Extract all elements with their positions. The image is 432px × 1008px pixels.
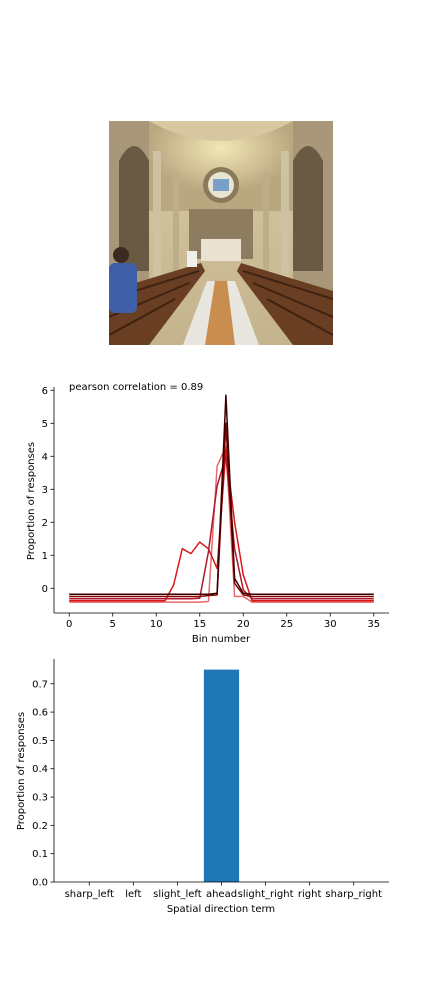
x-tick-label: sharp_right <box>325 889 382 900</box>
y-tick-label: 5 <box>42 419 48 430</box>
y-tick-label: 4 <box>42 452 48 463</box>
y-tick-label: 3 <box>42 485 48 496</box>
x-tick-label: slight_left <box>153 889 202 900</box>
bar-chart-axes: sharp_left left slight_left ahead slight_rig… <box>32 659 389 900</box>
y-tick-label: 2 <box>42 518 48 529</box>
y-tick-label: 6 <box>42 386 48 397</box>
x-tick-label: 20 <box>237 619 250 630</box>
series-line-3 <box>69 455 374 600</box>
series-line-4 <box>69 422 374 598</box>
line-chart-axes: 0 5 10 15 20 25 30 35 0 1 2 3 4 5 6 <box>42 386 389 630</box>
y-tick-label: 0.1 <box>32 849 48 860</box>
x-tick-label: 5 <box>110 619 116 630</box>
line-chart-ylabel: Proportion of responses <box>26 442 37 560</box>
x-tick-label: ahead <box>206 889 237 900</box>
direction-bar-chart: sharp_left left slight_left ahead slight_rig… <box>16 659 389 915</box>
x-tick-label: right <box>298 889 322 900</box>
x-tick-label: 0 <box>66 619 72 630</box>
y-tick-label: 0.3 <box>32 793 48 804</box>
bar-ahead <box>203 669 240 882</box>
y-tick-label: 1 <box>42 551 48 562</box>
y-tick-label: 0.6 <box>32 708 48 719</box>
x-tick-label: 10 <box>150 619 163 630</box>
bin-distribution-line-chart: pearson correlation = 0.89 0 5 10 15 20 25 30 3… <box>26 382 389 645</box>
bars <box>203 669 240 882</box>
y-tick-label: 0 <box>42 584 48 595</box>
y-tick-label: 0.4 <box>32 764 48 775</box>
x-tick-label: 15 <box>193 619 206 630</box>
pearson-correlation-annotation: pearson correlation = 0.89 <box>69 382 203 393</box>
bar-chart-ylabel: Proportion of responses <box>16 712 27 830</box>
church-interior-photo <box>109 121 333 345</box>
series-line-1 <box>69 445 374 603</box>
line-chart-xlabel: Bin number <box>192 634 251 645</box>
x-tick-label: left <box>125 889 141 900</box>
y-tick-label: 0.2 <box>32 821 48 832</box>
bar-chart-xlabel: Spatial direction term <box>167 904 275 915</box>
x-tick-label: slight_right <box>238 889 294 900</box>
y-tick-label: 0.0 <box>32 878 48 889</box>
y-tick-label: 0.7 <box>32 679 48 690</box>
x-tick-label: 30 <box>324 619 337 630</box>
series-line-5 <box>69 394 374 595</box>
x-tick-label: sharp_left <box>65 889 114 900</box>
x-tick-label: 25 <box>280 619 293 630</box>
series-lines <box>69 394 374 603</box>
x-tick-label: 35 <box>367 619 380 630</box>
y-tick-label: 0.5 <box>32 736 48 747</box>
series-line-2 <box>69 448 374 602</box>
